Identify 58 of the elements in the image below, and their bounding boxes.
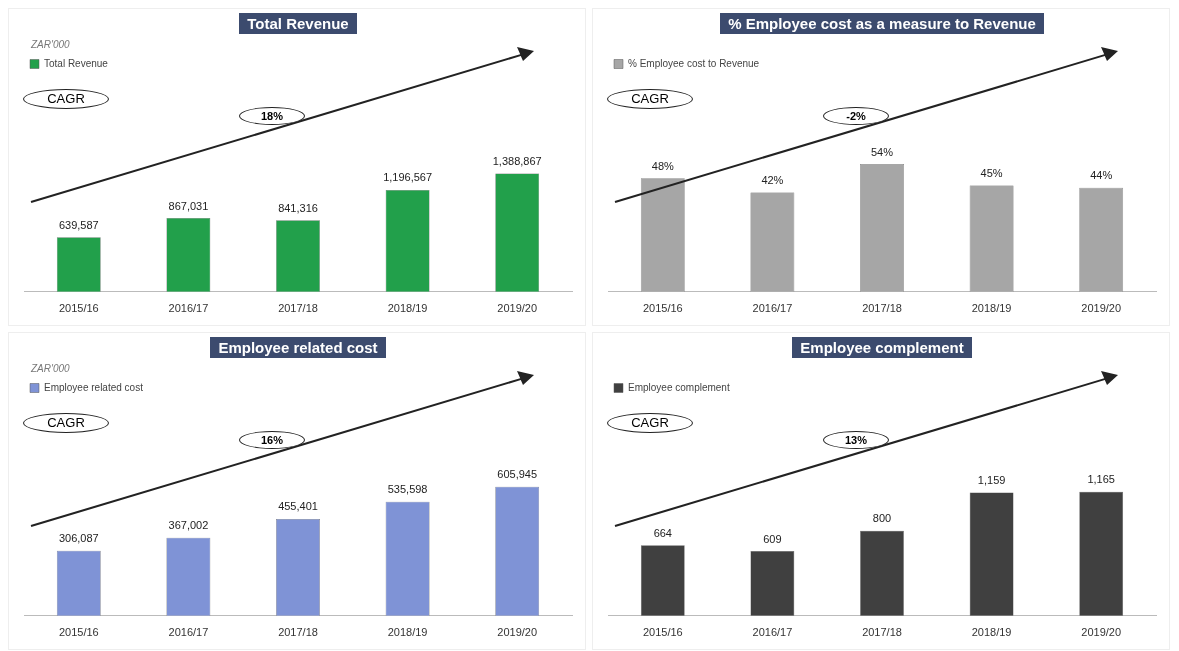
oval-outline: 16% [239, 431, 305, 449]
oval-outline: CAGR [607, 413, 693, 433]
data-label: 605,945 [497, 468, 538, 481]
x-tick-label: 2016/17 [168, 626, 209, 639]
oval-outline: CAGR [23, 89, 109, 109]
x-tick-label: 2017/18 [278, 626, 318, 639]
text: ZAR'000 [31, 39, 70, 50]
data-label: 54% [870, 145, 894, 158]
data-label: 609 [763, 532, 782, 545]
data-label: 306,087 [58, 532, 99, 545]
data-label: 639,587 [58, 218, 99, 231]
chart-title: Total Revenue [239, 13, 357, 34]
data-label: 535,598 [387, 483, 428, 496]
data-label: 42% [761, 174, 784, 187]
legend-label: Employee related cost [44, 381, 144, 393]
x-tick-label: 2018/19 [971, 626, 1012, 639]
x-tick-label: 2015/16 [58, 626, 99, 639]
x-tick-label: 2017/18 [862, 626, 902, 639]
oval-outline: 18% [239, 107, 305, 125]
x-tick-label: 2019/20 [497, 626, 538, 639]
data-label: 367,002 [168, 519, 209, 532]
x-tick-label: 2016/17 [752, 302, 793, 315]
data-label: 867,031 [168, 199, 209, 212]
oval-outline: 13% [823, 431, 889, 449]
x-tick-label: 2016/17 [752, 626, 793, 639]
data-label: 1,196,567 [383, 171, 433, 184]
data-label: 841,316 [278, 201, 318, 214]
chart-title: % Employee cost as a measure to Revenue [720, 13, 1044, 34]
x-tick-label: 2015/16 [58, 302, 99, 315]
oval-outline: CAGR [607, 89, 693, 109]
data-label: 1,388,867 [492, 155, 542, 168]
x-tick-label: 2017/18 [862, 302, 902, 315]
x-tick-label: 2018/19 [387, 302, 428, 315]
x-tick-label: 2019/20 [1081, 626, 1122, 639]
data-label: 44% [1090, 169, 1113, 182]
oval-outline: -2% [823, 107, 889, 125]
data-label: 455,401 [278, 500, 318, 513]
data-label: 1,165 [1087, 473, 1115, 486]
data-label: 45% [980, 166, 1003, 179]
data-label: 48% [651, 159, 675, 172]
x-tick-label: 2018/19 [387, 626, 428, 639]
x-tick-label: 2017/18 [278, 302, 318, 315]
data-label: 1,159 [977, 474, 1006, 487]
x-tick-label: 2019/20 [1081, 302, 1122, 315]
x-tick-label: 2015/16 [642, 302, 683, 315]
chart-title: Employee related cost [210, 337, 386, 358]
legend-label: % Employee cost to Revenue [628, 57, 760, 69]
data-label: 664 [653, 526, 672, 539]
legend-label: Total Revenue [44, 57, 109, 69]
legend-label: Employee complement [628, 381, 730, 393]
text: ZAR'000 [31, 363, 70, 374]
data-label: 800 [872, 512, 892, 525]
chart-title: Employee complement [792, 337, 972, 358]
oval-outline: CAGR [23, 413, 109, 433]
x-tick-label: 2015/16 [642, 626, 683, 639]
x-tick-label: 2016/17 [168, 302, 209, 315]
x-tick-label: 2019/20 [497, 302, 538, 315]
x-tick-label: 2018/19 [971, 302, 1012, 315]
